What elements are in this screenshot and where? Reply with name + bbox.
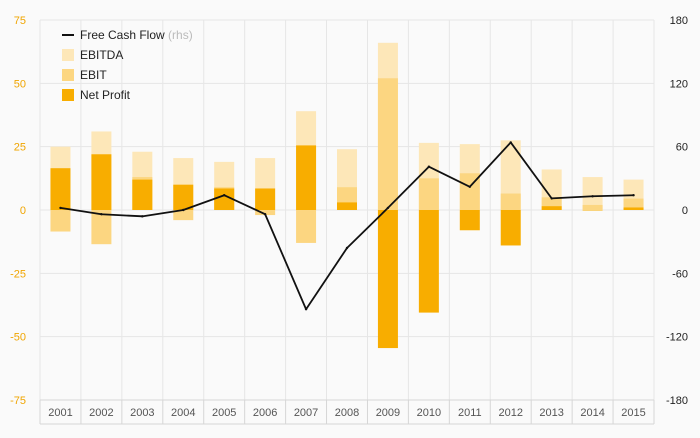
bar-ebit (91, 210, 112, 245)
legend-swatch-ebitda (62, 49, 74, 61)
x-axis-tick-label: 2005 (212, 407, 236, 419)
bar-net-profit (255, 188, 276, 210)
bar-ebit (173, 210, 194, 221)
legend-suffix: (rhs) (165, 28, 193, 42)
right-axis-tick-label: -120 (666, 332, 688, 344)
bar-net-profit (50, 168, 71, 210)
point-free-cash-flow (141, 215, 144, 218)
point-free-cash-flow (550, 197, 553, 200)
bar-ebit (255, 210, 276, 216)
point-free-cash-flow (59, 206, 62, 210)
legend-label-ebitda: EBITDA (80, 48, 123, 62)
left-axis-tick-label: 50 (14, 78, 26, 90)
legend-swatch-net-profit (62, 89, 74, 101)
grid-layer (39, 19, 655, 425)
bar-ebit (50, 210, 71, 232)
bar-net-profit (418, 210, 439, 313)
x-axis-tick-label: 2002 (89, 407, 113, 419)
legend-label-free-cash-flow: Free Cash Flow (rhs) (80, 28, 193, 42)
bar-net-profit (214, 188, 235, 210)
left-axis-tick-label: -75 (10, 395, 26, 407)
legend-label-ebit: EBIT (80, 68, 107, 82)
left-axis-tick-label: 0 (20, 205, 26, 217)
point-free-cash-flow (100, 213, 103, 216)
right-axis-tick-label: 120 (670, 78, 688, 90)
bar-ebit (296, 210, 317, 243)
x-axis-tick-label: 2001 (48, 407, 72, 419)
x-axis-tick-label: 2008 (335, 407, 359, 419)
line-layer (59, 141, 635, 311)
bar-net-profit (337, 202, 357, 210)
bar-ebit (582, 204, 603, 210)
right-axis-tick-label: -60 (672, 268, 688, 280)
bar-net-profit (541, 206, 562, 210)
bar-net-profit (132, 179, 153, 210)
legend: Free Cash Flow (rhs) EBITDA EBIT Net Profit (62, 28, 193, 102)
x-axis-tick-label: 2015 (621, 407, 645, 419)
bar-ebit (377, 78, 398, 211)
right-axis-tick-label: -180 (666, 395, 688, 407)
x-axis-tick-label: 2003 (130, 407, 154, 419)
point-free-cash-flow (509, 141, 512, 144)
axes-layer: 75 50 25 0 -25 -50 -75 180 120 60 0 -60 -120 -180 2001… (10, 15, 688, 419)
point-free-cash-flow (304, 308, 308, 311)
bar-net-profit (296, 145, 317, 210)
point-free-cash-flow (263, 213, 267, 216)
x-axis-tick-label: 2009 (376, 407, 400, 419)
point-free-cash-flow (468, 185, 471, 188)
bar-ebit (623, 198, 644, 210)
right-axis-tick-label: 60 (676, 142, 688, 154)
x-axis-tick-label: 2006 (253, 407, 277, 419)
legend-label-net-profit: Net Profit (80, 88, 131, 102)
bar-ebit (500, 193, 521, 210)
bar-net-profit (500, 210, 521, 246)
point-free-cash-flow (632, 194, 635, 197)
left-axis-tick-label: -50 (10, 332, 26, 344)
bar-ebitda (500, 140, 521, 210)
x-axis-tick-label: 2012 (498, 407, 522, 419)
bar-net-profit (173, 184, 194, 210)
bar-ebitda (582, 177, 603, 210)
bar-ebit (418, 178, 439, 210)
bar-net-profit (377, 210, 398, 349)
bars-layer (50, 42, 644, 349)
x-axis-tick-label: 2014 (580, 407, 604, 419)
point-free-cash-flow (182, 208, 185, 212)
bar-net-profit (459, 210, 480, 231)
x-axis-tick-label: 2004 (171, 407, 195, 419)
point-free-cash-flow (427, 165, 431, 168)
point-free-cash-flow (223, 194, 226, 197)
left-axis-tick-label: -25 (10, 268, 26, 280)
legend-swatch-ebit (62, 69, 74, 81)
bar-net-profit (582, 210, 603, 211)
right-axis-tick-label: 180 (670, 15, 688, 27)
point-free-cash-flow (386, 206, 390, 210)
x-axis-tick-label: 2013 (539, 407, 563, 419)
x-axis-tick-label: 2007 (294, 407, 318, 419)
bar-net-profit (623, 207, 644, 210)
bar-net-profit (91, 154, 112, 210)
point-free-cash-flow (345, 246, 349, 250)
point-free-cash-flow (591, 195, 594, 198)
x-axis-tick-label: 2011 (458, 407, 482, 419)
left-axis-tick-label: 25 (14, 142, 26, 154)
x-axis-tick-label: 2010 (417, 407, 441, 419)
left-axis-tick-label: 75 (14, 15, 26, 27)
right-axis-tick-label: 0 (682, 205, 688, 217)
